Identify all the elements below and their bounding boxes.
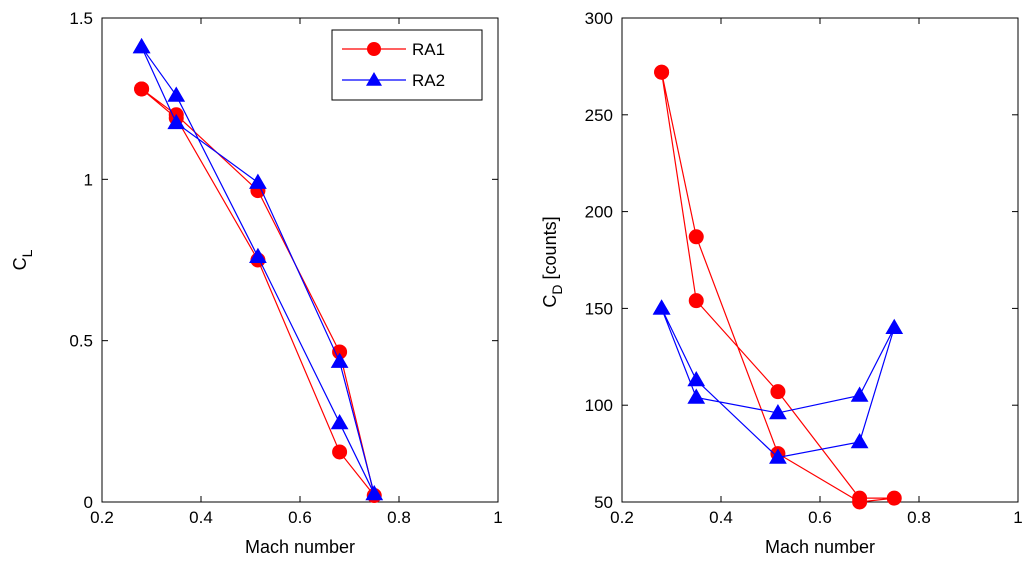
point-ra2 (249, 173, 267, 189)
x-axis-label: Mach number (765, 537, 875, 557)
cl-plot: 0.2 0.4 0.6 0.8 1 0 0.5 1 1.5 Mach number CL RA1 RA2 (10, 9, 503, 557)
x-tick-label: 0.2 (610, 508, 634, 527)
y-tick-label: 1 (84, 170, 93, 189)
x-tick-label: 0.8 (387, 508, 411, 527)
y-tick-label: 50 (594, 493, 613, 512)
y-tick-label: 1.5 (69, 9, 93, 28)
x-tick-label: 1 (493, 508, 502, 527)
y-axis-label: CL (10, 249, 35, 270)
point-ra2 (365, 484, 384, 501)
point-ra1 (886, 490, 902, 506)
y-tick-label: 100 (585, 396, 613, 415)
point-ra2 (687, 371, 706, 387)
series-line-ra1 (141, 88, 375, 496)
x-tick-label: 0.6 (808, 508, 832, 527)
legend: RA1 RA2 (331, 29, 483, 101)
axes-box (621, 17, 1019, 503)
y-tick-label: 200 (585, 203, 613, 222)
point-ra2 (249, 247, 267, 264)
y-tick-label: 0 (84, 493, 93, 512)
point-ra2 (330, 413, 349, 430)
y-tick-label: 150 (585, 299, 613, 318)
y-axis-label-subscript: D (549, 284, 565, 294)
x-tick-label: 0.8 (907, 508, 931, 527)
y-tick-label: 250 (585, 106, 613, 125)
y-axis-label-suffix: [counts] (540, 216, 560, 284)
point-ra2 (850, 386, 869, 402)
point-ra2 (687, 388, 706, 404)
legend-label-ra2: RA2 (412, 71, 445, 90)
point-ra1 (654, 64, 670, 80)
point-ra1 (688, 229, 704, 245)
y-axis-label: CD [counts] (540, 216, 565, 307)
point-ra1 (332, 444, 348, 460)
legend-label-ra1: RA1 (412, 40, 445, 59)
legend-marker-ra1 (367, 42, 381, 56)
point-ra2 (652, 299, 671, 315)
y-tick-label: 300 (585, 9, 613, 28)
point-ra2 (769, 403, 787, 420)
x-tick-label: 0.2 (90, 508, 114, 527)
point-ra2 (769, 448, 787, 464)
point-ra1 (134, 81, 150, 97)
point-ra2 (167, 86, 186, 102)
point-ra1 (770, 384, 786, 400)
legend-box (331, 29, 483, 101)
x-tick-label: 1 (1013, 508, 1022, 527)
x-tick-label: 0.6 (288, 508, 312, 527)
y-axis-label-main: C (540, 295, 560, 308)
point-ra2 (885, 318, 904, 335)
x-tick-label: 0.4 (189, 508, 213, 527)
y-tick-label: 0.5 (69, 332, 93, 351)
legend-marker-ra2 (366, 72, 382, 86)
x-axis-label: Mach number (245, 537, 355, 557)
point-ra2 (132, 38, 151, 54)
point-ra2 (850, 432, 869, 449)
point-ra2 (167, 113, 186, 130)
y-axis-label-subscript: L (19, 249, 35, 257)
x-tick-label: 0.4 (709, 508, 733, 527)
y-axis-label-main: C (10, 257, 30, 270)
point-ra1 (852, 494, 868, 510)
point-ra1 (688, 293, 704, 309)
point-ra2 (330, 352, 349, 368)
